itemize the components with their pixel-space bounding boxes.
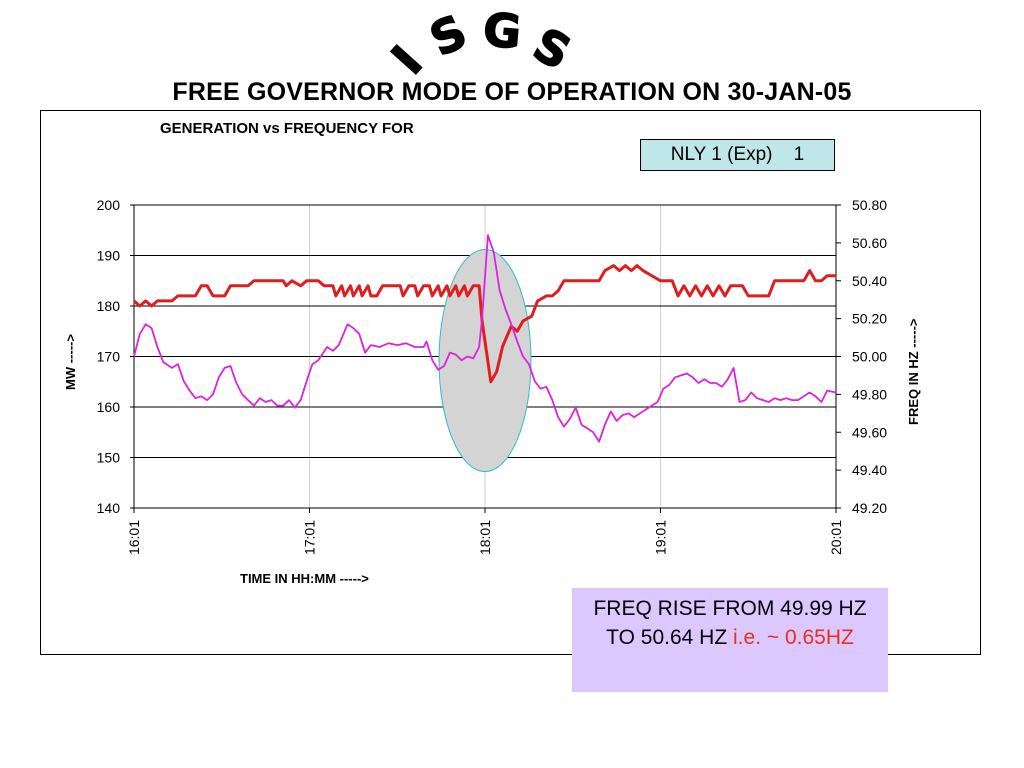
x-tick-label: 20:01 [828, 520, 844, 555]
y2-tick-label: 49.80 [852, 386, 887, 402]
x-tick-label: 19:01 [653, 520, 669, 555]
y2-tick-label: 49.60 [852, 424, 887, 440]
y2-tick-label: 49.20 [852, 500, 887, 516]
y2-tick-label: 50.40 [852, 273, 887, 289]
highlight-layer [438, 249, 532, 472]
series-layer [133, 234, 837, 443]
tick-labels: 140 150 160 170 180 190 200 49.20 49.40 49.60 49.8… [97, 197, 888, 555]
y-tick-label: 200 [97, 197, 121, 213]
y2-tick-label: 50.20 [852, 311, 887, 327]
y2-tick-label: 50.80 [852, 197, 887, 213]
y-tick-label: 180 [97, 298, 121, 314]
x-axis-title: TIME IN HH:MM -----> [240, 571, 369, 586]
highlight-ellipse [438, 249, 532, 472]
generation-series-line [133, 264, 836, 384]
y-tick-label: 150 [97, 450, 121, 466]
y2-axis-title: FREQ IN HZ -----> [906, 318, 921, 425]
axes [130, 204, 841, 513]
x-tick-label: 18:01 [477, 520, 493, 555]
y-tick-label: 140 [97, 500, 121, 516]
y-tick-label: 190 [97, 248, 121, 264]
unit-label-box: NLY 1 (Exp) 1 [640, 139, 835, 171]
chart-title: GENERATION vs FREQUENCY FOR [160, 120, 414, 137]
frequency-series-line [133, 234, 837, 443]
y2-tick-label: 49.40 [852, 462, 887, 478]
y-tick-label: 170 [97, 349, 121, 365]
unit-label: NLY 1 (Exp) 1 [670, 144, 805, 165]
annotation-text: FREQ RISE FROM 49.99 HZ TO 50.64 HZ [593, 597, 867, 649]
y-tick-label: 160 [97, 399, 121, 415]
y2-tick-label: 50.60 [852, 235, 887, 251]
y-axis-title: MW -----> [63, 334, 78, 390]
slide-title: FREE GOVERNOR MODE OF OPERATION ON 30-JA… [172, 78, 852, 106]
isgs-logo: I S G S [380, 1, 580, 85]
y2-tick-label: 50.00 [852, 349, 887, 365]
annotation-highlight: i.e. ~ 0.65HZ [733, 626, 854, 649]
annotation-box: FREQ RISE FROM 49.99 HZ TO 50.64 HZ i.e.… [572, 588, 888, 692]
logo-letter: G [481, 2, 523, 59]
x-tick-label: 17:01 [302, 520, 318, 555]
x-tick-label: 16:01 [126, 520, 142, 555]
